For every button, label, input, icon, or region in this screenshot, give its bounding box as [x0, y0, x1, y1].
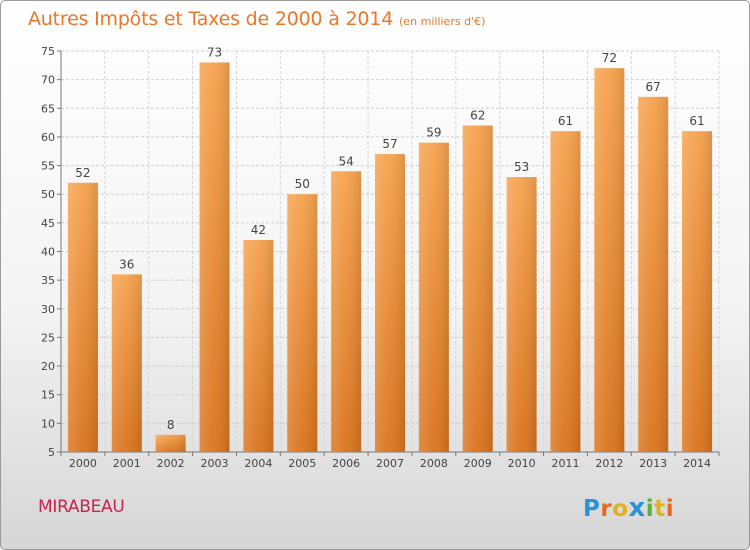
data-label: 61 — [558, 114, 573, 128]
bar-shading — [550, 131, 581, 452]
x-tick-label: 2008 — [420, 457, 448, 470]
data-label: 72 — [602, 51, 617, 65]
bar-shading — [243, 240, 274, 452]
bar-shading — [155, 434, 186, 452]
y-tick-label: 65 — [41, 102, 55, 115]
x-tick-label: 2011 — [551, 457, 579, 470]
y-tick-label: 5 — [48, 446, 55, 459]
x-tick-label: 2013 — [639, 457, 667, 470]
y-tick-label: 75 — [41, 45, 55, 58]
y-tick-label: 20 — [41, 360, 55, 373]
x-tick-label: 2005 — [288, 457, 316, 470]
y-tick-label: 35 — [41, 274, 55, 287]
bar-shading — [111, 274, 142, 452]
brand-letter: x — [628, 493, 646, 523]
title-line: Autres Impôts et Taxes de 2000 à 2014 (en… — [28, 8, 485, 30]
data-label: 61 — [689, 114, 704, 128]
y-tick-label: 30 — [41, 303, 55, 316]
data-label: 36 — [119, 257, 134, 271]
bar-shading — [331, 171, 362, 453]
data-label: 57 — [382, 137, 397, 151]
brand-letter: i — [665, 496, 675, 522]
y-tick-label: 10 — [41, 417, 55, 430]
x-tick-label: 2001 — [113, 457, 141, 470]
x-tick-label: 2007 — [376, 457, 404, 470]
x-tick-label: 2012 — [595, 457, 623, 470]
data-label: 8 — [167, 418, 175, 432]
bar-shading — [67, 182, 98, 452]
brand-letter: o — [612, 496, 629, 522]
bar-shading — [594, 68, 625, 452]
data-label: 53 — [514, 160, 529, 174]
brand-logo: Proxiti — [583, 493, 674, 523]
x-tick-label: 2002 — [157, 457, 185, 470]
data-label: 73 — [207, 45, 222, 59]
brand-letter: i — [645, 496, 655, 522]
data-label: 67 — [646, 80, 661, 94]
data-label: 54 — [338, 154, 353, 168]
x-tick-label: 2006 — [332, 457, 360, 470]
y-tick-label: 45 — [41, 217, 55, 230]
data-label: 42 — [251, 223, 266, 237]
brand-letter: P — [583, 496, 601, 522]
y-tick-label: 50 — [41, 188, 55, 201]
bar-layer — [67, 62, 713, 453]
brand-letter: t — [654, 496, 666, 522]
data-label: 52 — [75, 166, 90, 180]
chart-subtitle: (en milliers d'€) — [399, 15, 486, 28]
bar-shading — [375, 154, 405, 452]
bar-shading — [199, 62, 230, 452]
x-tick-label: 2003 — [201, 457, 229, 470]
data-label: 62 — [470, 108, 485, 122]
grid-layer — [60, 50, 720, 453]
y-tick-label: 40 — [41, 246, 55, 259]
data-label: 50 — [295, 177, 310, 191]
data-label: 59 — [426, 126, 441, 140]
bar-shading — [638, 96, 669, 452]
x-tick-label: 2000 — [69, 457, 97, 470]
y-tick-label: 70 — [41, 74, 55, 87]
bar-shading — [287, 194, 318, 452]
x-tick-label: 2004 — [244, 457, 272, 470]
bar-shading — [418, 142, 449, 452]
chart-title: Autres Impôts et Taxes de 2000 à 2014 — [28, 8, 394, 30]
y-tick-label: 15 — [41, 389, 55, 402]
brand-letter: r — [600, 496, 613, 522]
bar-shading — [462, 125, 493, 452]
y-tick-label: 55 — [41, 160, 55, 173]
label-layer: 52 2000 36 2001 8 2002 73 2003 42 2004 50 2005 54 200… — [69, 45, 711, 470]
bar-shading — [682, 131, 713, 452]
x-tick-label: 2009 — [464, 457, 492, 470]
bar-shading — [506, 177, 537, 452]
place-name: MIRABEAU — [38, 497, 125, 517]
x-tick-label: 2014 — [683, 457, 711, 470]
x-tick-label: 2010 — [508, 457, 536, 470]
y-tick-label: 60 — [41, 131, 55, 144]
y-tick-label: 25 — [41, 331, 55, 344]
